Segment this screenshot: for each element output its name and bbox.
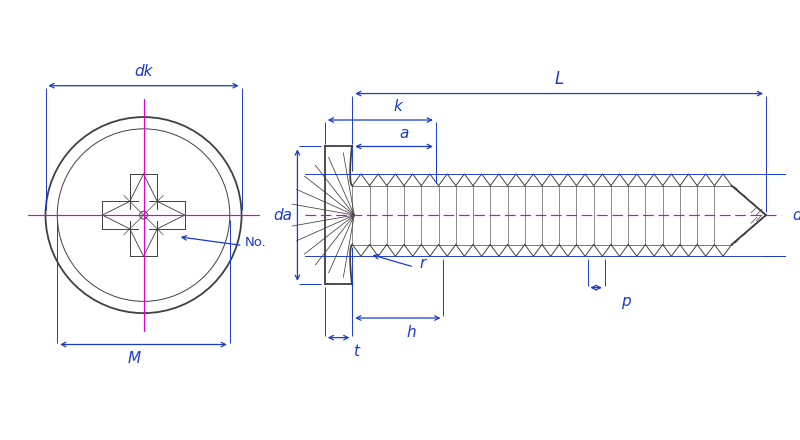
Text: a: a [399, 125, 409, 141]
Text: da: da [274, 208, 293, 223]
Text: No.: No. [245, 236, 266, 249]
Text: k: k [394, 99, 402, 114]
Text: dk: dk [134, 64, 153, 79]
Text: r: r [419, 256, 426, 271]
Text: M: M [127, 352, 140, 367]
Text: p: p [622, 294, 631, 309]
Text: d: d [793, 208, 800, 223]
Text: L: L [554, 70, 564, 88]
Text: t: t [354, 345, 359, 359]
Text: h: h [406, 325, 416, 340]
